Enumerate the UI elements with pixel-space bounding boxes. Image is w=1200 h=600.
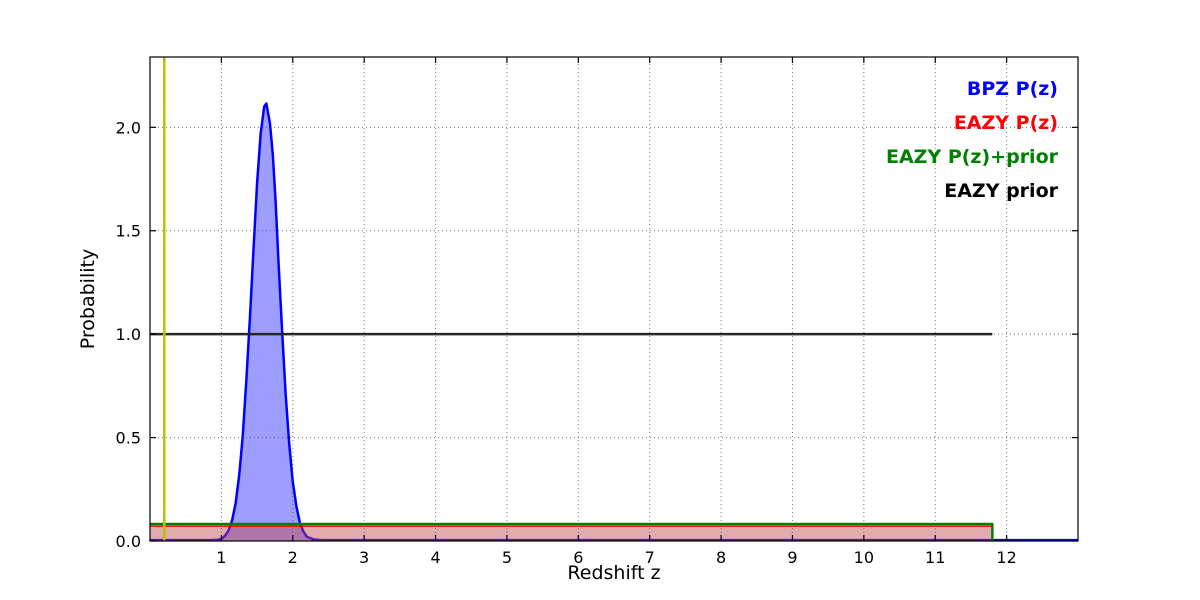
y-axis-label: Probability: [77, 248, 99, 350]
x-tick-label: 11: [925, 548, 945, 567]
x-tick-label: 4: [430, 548, 440, 567]
series-fill-1: [150, 526, 993, 541]
x-tick-label: 8: [716, 548, 726, 567]
x-tick-label: 7: [645, 548, 655, 567]
x-tick-label: 9: [787, 548, 797, 567]
x-tick-label: 5: [502, 548, 512, 567]
x-axis-label: Redshift z: [567, 562, 661, 584]
legend: BPZ P(z) EAZY P(z) EAZY P(z)+prior EAZY pri…: [886, 72, 1058, 208]
x-tick-label: 2: [288, 548, 298, 567]
legend-item: EAZY prior: [944, 180, 1058, 202]
series-fill-0: [150, 103, 1078, 542]
axes-frame: [149, 56, 1079, 542]
legend-item: EAZY P(z)+prior: [885, 146, 1058, 168]
x-tick-label: 1: [216, 548, 226, 567]
x-tick-label: 12: [996, 548, 1016, 567]
y-tick-label: 0.0: [116, 532, 141, 551]
y-tick-label: 0.5: [116, 429, 141, 448]
series-line-2: [150, 522, 994, 541]
y-tick-label: 1.5: [116, 222, 141, 241]
y-tick-label: 2.0: [116, 118, 141, 137]
legend-item: BPZ P(z): [966, 78, 1058, 100]
x-tick-label: 10: [854, 548, 874, 567]
y-tick-label: 1.0: [116, 325, 141, 344]
x-tick-label: 3: [359, 548, 369, 567]
x-tick-label: 6: [573, 548, 583, 567]
legend-item: EAZY P(z): [953, 112, 1058, 134]
series-line-0: [150, 102, 1078, 542]
